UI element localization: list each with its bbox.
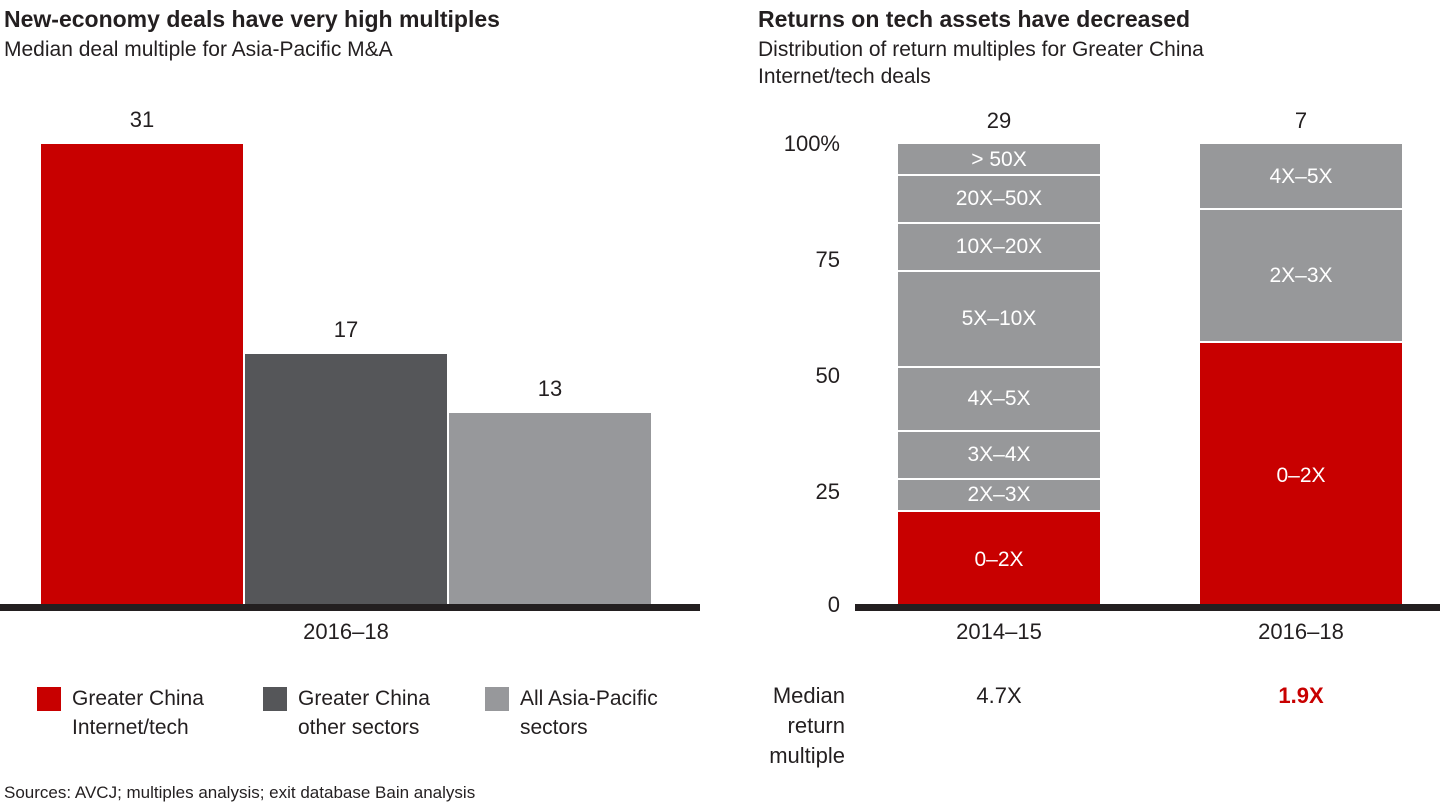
right-bar-1-segment: 5X–10X xyxy=(898,271,1100,368)
legend-label-line2: Internet/tech xyxy=(72,716,189,739)
median-label-line1: Median xyxy=(772,683,845,708)
right-chart-subtitle-line1: Distribution of return multiples for Gre… xyxy=(758,38,1204,61)
segment-label: 2X–3X xyxy=(967,483,1031,507)
segment-label: 10X–20X xyxy=(955,235,1043,259)
legend-swatch-red xyxy=(37,687,61,711)
legend-label-line2: sectors xyxy=(520,716,588,739)
right-bar-1-segment: 20X–50X xyxy=(898,176,1100,224)
legend-label-line2: other sectors xyxy=(298,716,420,739)
left-chart-subtitle: Median deal multiple for Asia-Pacific M&… xyxy=(4,38,393,61)
legend-label-line1: Greater China xyxy=(298,687,430,710)
median-value-2014-15: 4.7X xyxy=(976,683,1022,708)
right-bar-1-total: 29 xyxy=(986,108,1012,133)
left-bar-value-1: 31 xyxy=(129,107,155,132)
median-label-line2: return xyxy=(787,713,845,738)
left-bar-1 xyxy=(41,144,243,608)
left-chart-plot: 31 17 13 xyxy=(41,107,651,608)
legend-item-greater-china-other-sectors: Greater China other sectors xyxy=(263,684,430,742)
median-value-2016-18: 1.9X xyxy=(1278,683,1324,708)
right-chart-plot: > 50X 20X–50X 10X–20X 5X–10X 4X–5X 3X–4X 2X–3X… xyxy=(720,0,1440,810)
right-stacked-bar-1: > 50X 20X–50X 10X–20X 5X–10X 4X–5X 3X–4X 2X–3X… xyxy=(898,144,1100,608)
legend-label: Greater China other sectors xyxy=(298,684,430,742)
segment-label: 20X–50X xyxy=(955,187,1043,211)
legend-swatch-light-gray xyxy=(485,687,509,711)
segment-label: 0–2X xyxy=(1276,464,1326,488)
left-chart-panel: New-economy deals have very high multipl… xyxy=(4,6,500,61)
right-bar-2-segment: 0–2X xyxy=(1200,343,1402,608)
segment-label: 4X–5X xyxy=(1269,164,1333,188)
left-bar-value-2: 17 xyxy=(333,317,359,342)
y-tick-25: 25 xyxy=(815,479,840,504)
y-tick-100: 100% xyxy=(783,131,840,156)
legend-item-all-asia-pacific-sectors: All Asia-Pacific sectors xyxy=(485,684,658,742)
right-bar-1-segment: 0–2X xyxy=(898,511,1100,608)
right-bar-1-segment: 3X–4X xyxy=(898,431,1100,480)
sources-note: Sources: AVCJ; multiples analysis; exit … xyxy=(4,783,476,802)
right-bar-1-segment: 4X–5X xyxy=(898,367,1100,432)
left-bar-2 xyxy=(245,354,447,608)
right-bar-1-segment: 2X–3X xyxy=(898,479,1100,512)
left-bar-3 xyxy=(449,413,651,608)
left-bar-value-3: 13 xyxy=(537,376,563,401)
legend-label-line1: All Asia-Pacific xyxy=(520,687,658,710)
right-bar-2-segment: 4X–5X xyxy=(1200,144,1402,211)
left-x-axis-label: 2016–18 xyxy=(303,619,389,644)
segment-label: 0–2X xyxy=(974,548,1024,572)
right-column-label-2014-15: 2014–15 xyxy=(956,619,1042,644)
median-label-line3: multiple xyxy=(769,743,845,768)
right-bar-1-segment: 10X–20X xyxy=(898,223,1100,272)
segment-label: 4X–5X xyxy=(967,387,1031,411)
segment-label: 3X–4X xyxy=(967,443,1031,467)
segment-label: 5X–10X xyxy=(961,307,1037,331)
right-chart-title: Returns on tech assets have decreased xyxy=(758,6,1191,32)
y-tick-50: 50 xyxy=(815,363,840,388)
right-bar-1-segment: > 50X xyxy=(898,144,1100,177)
segment-label: 2X–3X xyxy=(1269,264,1333,288)
segment-label: > 50X xyxy=(971,147,1027,171)
right-bar-2-segment: 2X–3X xyxy=(1200,210,1402,344)
y-tick-75: 75 xyxy=(815,247,840,272)
right-column-label-2016-18: 2016–18 xyxy=(1258,619,1344,644)
left-x-axis-line xyxy=(0,604,700,611)
right-bar-2-total: 7 xyxy=(1294,108,1308,133)
right-stacked-bar-2: 4X–5X 2X–3X 0–2X xyxy=(1200,144,1402,608)
y-tick-0: 0 xyxy=(827,592,840,617)
left-chart-title: New-economy deals have very high multipl… xyxy=(4,6,500,32)
legend-label-line1: Greater China xyxy=(72,687,204,710)
right-chart-subtitle: Distribution of return multiples for Gre… xyxy=(758,36,1318,90)
median-return-multiple-label: Median return multiple xyxy=(695,681,845,771)
legend-swatch-dark-gray xyxy=(263,687,287,711)
legend-item-greater-china-internet-tech: Greater China Internet/tech xyxy=(37,684,204,742)
legend-label: Greater China Internet/tech xyxy=(72,684,204,742)
right-x-axis-line xyxy=(855,604,1440,611)
right-chart-subtitle-line2: Internet/tech deals xyxy=(758,65,931,88)
legend-label: All Asia-Pacific sectors xyxy=(520,684,658,742)
